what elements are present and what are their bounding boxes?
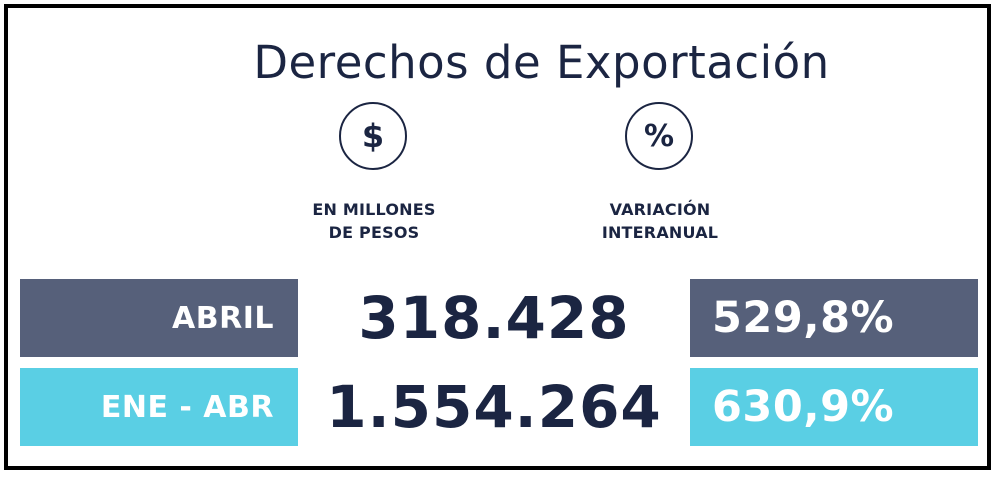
percent-icon-glyph: % <box>643 118 675 154</box>
dollar-icon: $ <box>339 102 407 170</box>
column-header-pesos-line1: EN MILLONES <box>312 200 436 219</box>
row-value-abril: 318.428 <box>358 284 630 352</box>
page-title: Derechos de Exportación <box>253 36 830 89</box>
column-header-pesos-line2: DE PESOS <box>328 223 420 242</box>
dollar-icon-glyph: $ <box>361 117 385 155</box>
column-header-variation: VARIACIÓN INTERANUAL <box>570 198 750 244</box>
row-variation-ene-abr: 630,9% <box>690 368 978 446</box>
row-variation-abril: 529,8% <box>690 279 978 357</box>
row-label-ene-abr: ENE - ABR <box>20 368 298 446</box>
percent-icon: % <box>625 102 693 170</box>
row-value-ene-abr: 1.554.264 <box>326 373 662 441</box>
row-label-abril: ABRIL <box>20 279 298 357</box>
column-header-variation-line1: VARIACIÓN <box>609 200 711 219</box>
column-header-variation-line2: INTERANUAL <box>601 223 719 242</box>
row-variation-text: 529,8% <box>712 293 895 343</box>
row-label-text: ABRIL <box>172 300 274 336</box>
row-variation-text: 630,9% <box>712 382 895 432</box>
column-header-pesos: EN MILLONES DE PESOS <box>284 198 464 244</box>
row-label-text: ENE - ABR <box>100 389 274 425</box>
